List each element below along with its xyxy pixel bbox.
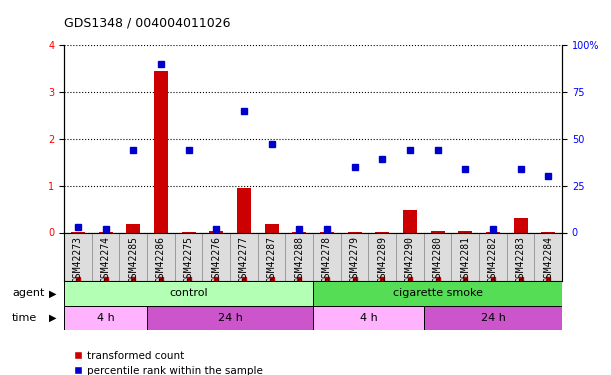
Bar bbox=[181, 231, 196, 232]
Bar bbox=[375, 231, 389, 232]
Bar bbox=[154, 71, 168, 232]
Bar bbox=[424, 306, 562, 330]
Text: GDS1348 / 004004011026: GDS1348 / 004004011026 bbox=[64, 17, 231, 30]
Text: GSM42278: GSM42278 bbox=[322, 236, 332, 284]
Text: GSM42287: GSM42287 bbox=[266, 236, 277, 284]
Text: cigarette smoke: cigarette smoke bbox=[393, 288, 483, 298]
Bar bbox=[541, 231, 555, 232]
Bar bbox=[313, 281, 562, 306]
Bar bbox=[320, 231, 334, 232]
Bar bbox=[237, 188, 251, 232]
Bar bbox=[514, 218, 527, 232]
Text: GSM42273: GSM42273 bbox=[73, 236, 83, 284]
Text: GSM42284: GSM42284 bbox=[543, 236, 554, 284]
Text: control: control bbox=[169, 288, 208, 298]
Bar bbox=[99, 231, 112, 232]
Text: GSM42290: GSM42290 bbox=[405, 236, 415, 284]
Bar bbox=[348, 231, 362, 232]
Text: agent: agent bbox=[12, 288, 45, 298]
Text: ▶: ▶ bbox=[49, 288, 56, 298]
Text: GSM42275: GSM42275 bbox=[184, 236, 194, 284]
Bar bbox=[71, 231, 85, 232]
Bar bbox=[293, 231, 306, 232]
Text: ▶: ▶ bbox=[49, 313, 56, 323]
Bar bbox=[403, 210, 417, 232]
Bar bbox=[458, 231, 472, 232]
Bar bbox=[64, 306, 147, 330]
Text: time: time bbox=[12, 313, 37, 323]
Bar bbox=[431, 231, 445, 232]
Text: GSM42276: GSM42276 bbox=[211, 236, 221, 284]
Text: GSM42289: GSM42289 bbox=[378, 236, 387, 284]
Legend: transformed count, percentile rank within the sample: transformed count, percentile rank withi… bbox=[70, 346, 267, 375]
Text: 24 h: 24 h bbox=[480, 313, 505, 323]
Text: GSM42288: GSM42288 bbox=[295, 236, 304, 284]
Text: GSM42286: GSM42286 bbox=[156, 236, 166, 284]
Text: GSM42280: GSM42280 bbox=[433, 236, 442, 284]
Bar bbox=[147, 306, 313, 330]
Bar bbox=[126, 224, 141, 232]
Bar bbox=[486, 231, 500, 232]
Text: GSM42282: GSM42282 bbox=[488, 236, 498, 284]
Text: GSM42285: GSM42285 bbox=[128, 236, 138, 284]
Text: GSM42281: GSM42281 bbox=[460, 236, 470, 284]
Text: GSM42274: GSM42274 bbox=[101, 236, 111, 284]
Text: GSM42279: GSM42279 bbox=[349, 236, 360, 284]
Bar bbox=[313, 306, 424, 330]
Bar bbox=[210, 231, 223, 232]
Text: 24 h: 24 h bbox=[218, 313, 243, 323]
Bar bbox=[265, 224, 279, 232]
Text: GSM42277: GSM42277 bbox=[239, 236, 249, 284]
Text: 4 h: 4 h bbox=[97, 313, 114, 323]
Text: GSM42283: GSM42283 bbox=[516, 236, 525, 284]
Text: 4 h: 4 h bbox=[360, 313, 378, 323]
Bar bbox=[64, 281, 313, 306]
